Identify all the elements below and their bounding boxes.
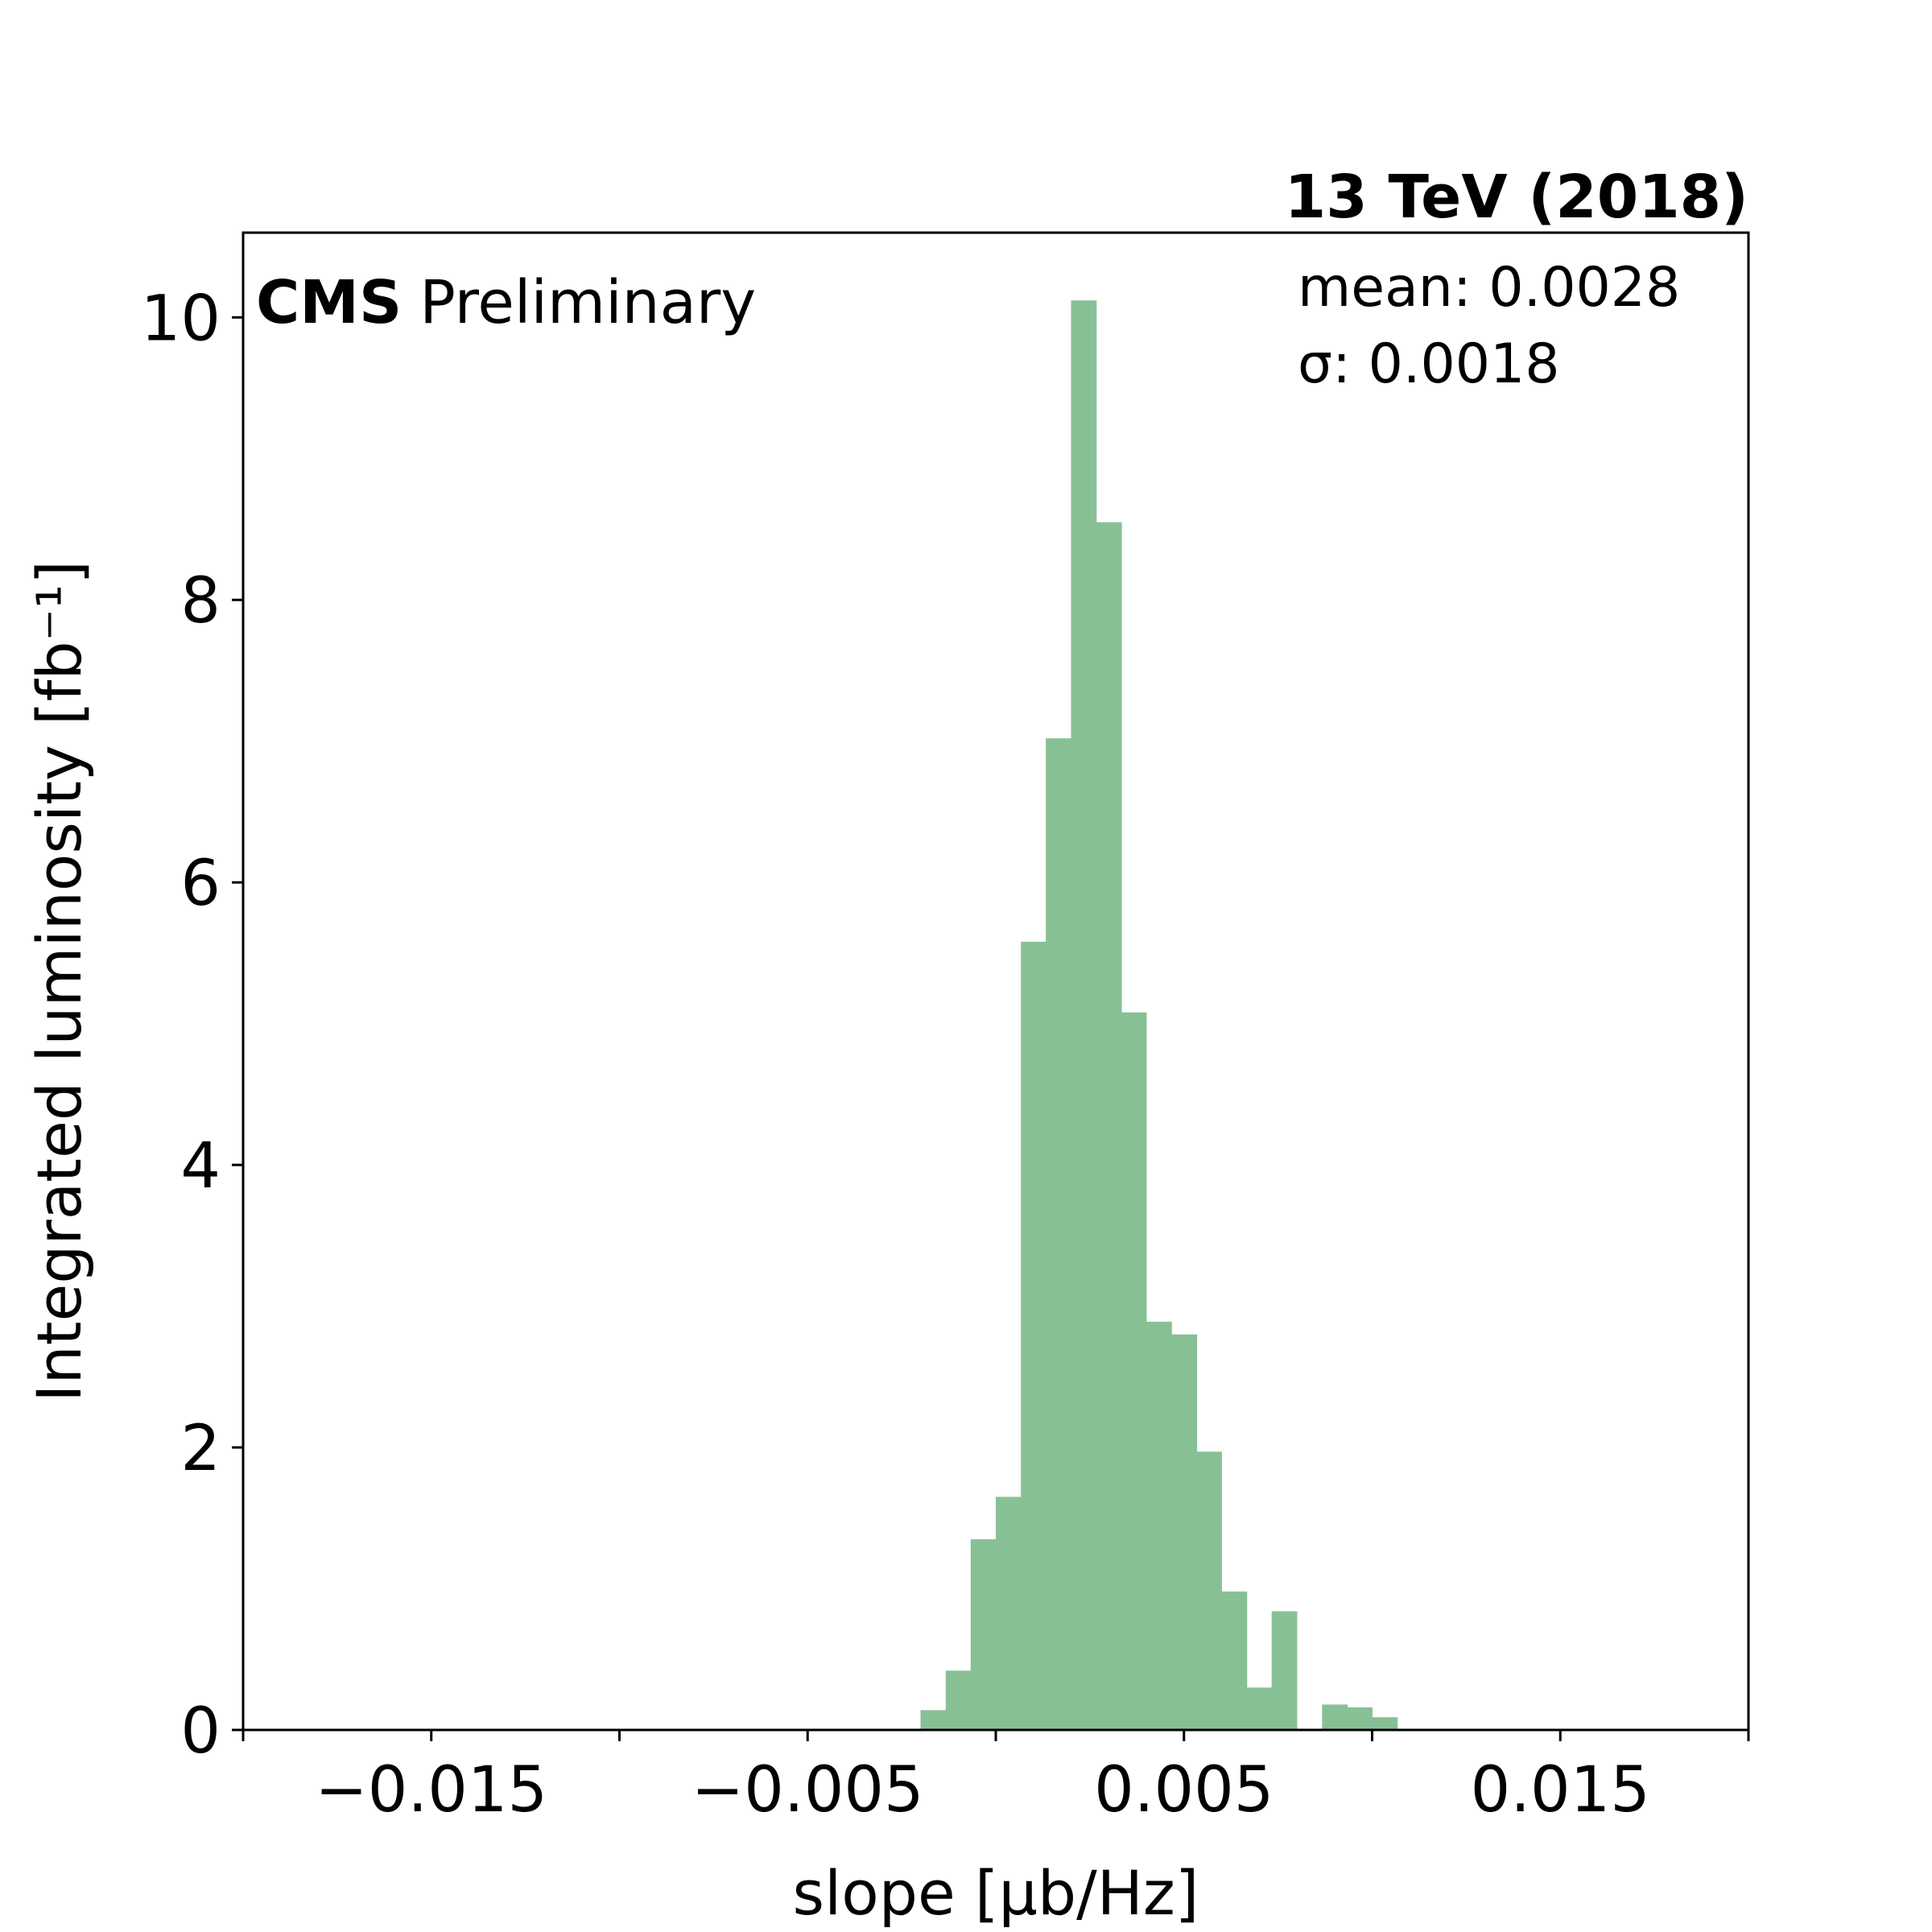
cms-status-label: Preliminary [419,268,756,337]
y-axis-ticks: 0 2 4 6 8 10 [141,283,243,1768]
histogram-bar-1 [945,1670,972,1730]
x-tick-label-0: −0.015 [315,1754,547,1827]
y-axis-title: Integrated luminosity [fb⁻¹] [23,560,95,1402]
mean-stat: mean: 0.0028 [1298,256,1680,320]
x-axis-ticks: −0.015 −0.005 0.005 0.015 [242,1730,1750,1827]
histogram-bar-14 [1271,1611,1298,1730]
histogram-bar-12 [1221,1591,1248,1730]
energy-label: 13 TeV (2018) [1285,163,1748,232]
histogram-bar-7 [1096,522,1122,1730]
histogram-bar-18 [1372,1717,1398,1730]
histogram-bar-9 [1146,1321,1172,1730]
cms-label: CMS Preliminary [256,268,756,337]
x-tick-label-1: −0.005 [691,1754,924,1827]
histogram-bar-8 [1121,1012,1147,1730]
histogram-bars [920,300,1398,1730]
x-tick-label-2: 0.005 [1094,1754,1274,1827]
histogram-bar-2 [970,1539,997,1730]
histogram-bar-3 [996,1496,1022,1730]
y-tick-label-1: 2 [180,1413,221,1485]
y-tick-label-3: 6 [180,848,221,920]
histogram-bar-5 [1046,738,1071,1730]
y-tick-label-4: 8 [180,565,221,638]
histogram-bar-16 [1322,1704,1348,1730]
histogram-bar-10 [1171,1334,1198,1730]
x-axis-title: slope [μb/Hz] [793,1857,1199,1929]
x-tick-label-3: 0.015 [1471,1754,1650,1827]
histogram-bar-17 [1347,1707,1373,1730]
y-tick-label-5: 10 [141,283,221,355]
histogram-bar-13 [1246,1687,1273,1730]
sigma-stat: σ: 0.0018 [1298,332,1560,396]
histogram-bar-11 [1196,1451,1222,1730]
histogram-bar-4 [1021,941,1046,1730]
histogram-bar-0 [920,1710,947,1730]
y-tick-label-0: 0 [180,1695,221,1768]
y-tick-label-2: 4 [180,1130,221,1203]
cms-experiment-label: CMS [256,268,402,337]
histogram-bar-6 [1071,300,1097,1730]
